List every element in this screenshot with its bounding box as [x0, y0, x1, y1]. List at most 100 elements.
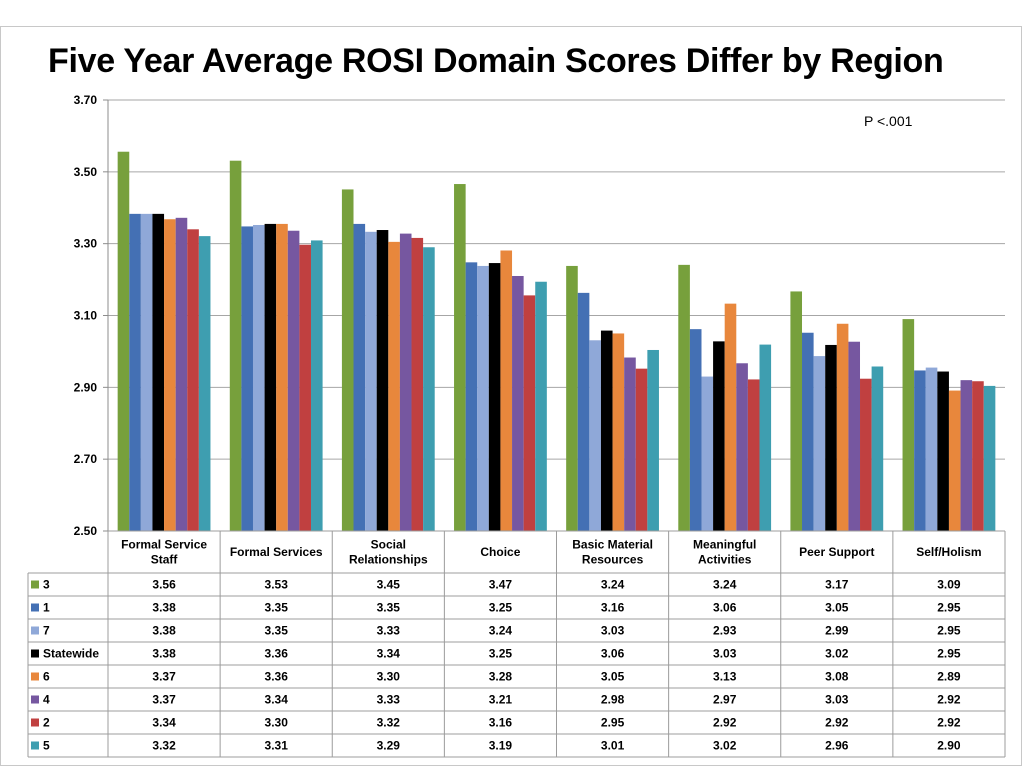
legend-key	[31, 695, 39, 704]
table-cell: 3.16	[601, 601, 625, 615]
series-name: 2	[43, 716, 50, 730]
bar	[689, 329, 702, 531]
bar	[152, 213, 165, 532]
table-cell: 3.24	[489, 624, 513, 638]
table-cell: 2.95	[937, 647, 961, 661]
category-label: Formal Services	[230, 545, 323, 559]
y-axis: 2.50 2.70 2.90 3.10 3.30 3.50 3.70	[74, 93, 109, 538]
bar	[187, 229, 199, 532]
bar	[264, 223, 277, 531]
table-cell: 3.08	[825, 670, 849, 684]
legend-key	[31, 603, 39, 612]
bar	[454, 184, 466, 532]
bars	[117, 151, 996, 532]
category-label: Staff	[151, 553, 179, 567]
bar	[713, 341, 725, 531]
table-cell: 3.37	[152, 670, 176, 684]
bar	[175, 217, 188, 531]
bar	[759, 344, 772, 531]
bar	[566, 265, 578, 531]
table-cell: 2.92	[937, 716, 961, 730]
table-cell: 3.03	[713, 647, 737, 661]
table-cell: 3.34	[377, 647, 401, 661]
bar	[140, 213, 153, 532]
category-label: Self/Holism	[916, 545, 981, 559]
table-cell: 3.25	[489, 601, 513, 615]
bar	[353, 223, 366, 531]
category-label: Choice	[480, 545, 520, 559]
table-cell: 3.24	[713, 578, 737, 592]
bar	[376, 230, 389, 531]
bar	[535, 281, 547, 531]
table-cell: 3.30	[265, 716, 289, 730]
category-label: Resources	[582, 553, 644, 567]
bar	[477, 265, 489, 531]
table-cell: 3.35	[377, 601, 401, 615]
table-cell: 2.90	[937, 739, 961, 753]
slide-frame	[0, 26, 1022, 766]
bar	[399, 233, 412, 532]
category-label: Basic Material	[572, 538, 653, 552]
bar	[411, 237, 424, 532]
bar	[423, 247, 435, 531]
bar	[299, 244, 311, 532]
y-tick-label: 3.10	[74, 309, 98, 323]
table-cell: 3.38	[152, 647, 176, 661]
legend-key	[31, 626, 39, 635]
table-cell: 2.92	[937, 693, 961, 707]
table-cell: 3.32	[377, 716, 401, 730]
y-tick-label: 2.70	[74, 452, 98, 466]
table-cell: 2.97	[713, 693, 737, 707]
table-cell: 2.96	[825, 739, 849, 753]
table-cell: 3.33	[377, 693, 401, 707]
y-tick-label: 3.70	[74, 93, 98, 107]
bar	[589, 340, 601, 531]
bar	[647, 349, 659, 531]
legend-key	[31, 580, 39, 589]
table-cell: 3.17	[825, 578, 849, 592]
table-cell: 3.24	[601, 578, 625, 592]
y-tick-label: 2.50	[74, 524, 98, 538]
table-cell: 3.36	[265, 647, 289, 661]
p-value-annotation: P <.001	[864, 113, 913, 129]
y-tick-label: 3.30	[74, 237, 98, 251]
bar	[600, 330, 613, 531]
bar	[860, 378, 872, 531]
bar	[836, 323, 849, 531]
series-name: 7	[43, 624, 50, 638]
table-cell: 3.06	[713, 601, 737, 615]
table-cell: 3.16	[489, 716, 513, 730]
bar	[624, 357, 636, 531]
series-name: 3	[43, 578, 50, 592]
table-cell: 3.47	[489, 578, 513, 592]
bar	[612, 333, 625, 531]
bar	[701, 376, 714, 531]
bar	[902, 319, 915, 531]
table-cell: 3.19	[489, 739, 513, 753]
bar	[577, 292, 590, 531]
bar	[164, 219, 176, 532]
chart-title: Five Year Average ROSI Domain Scores Dif…	[48, 42, 944, 80]
bar	[871, 366, 884, 531]
bar	[500, 250, 513, 532]
bar	[802, 332, 814, 531]
series-name: 6	[43, 670, 50, 684]
category-label: Activities	[698, 553, 752, 567]
bar	[252, 224, 265, 532]
bar	[813, 356, 826, 531]
series-name: 4	[43, 693, 50, 707]
table-cell: 3.36	[265, 670, 289, 684]
bar	[117, 151, 130, 531]
legend-key	[31, 672, 39, 681]
table-cell: 3.33	[377, 624, 401, 638]
table-cell: 3.35	[265, 601, 289, 615]
bar	[129, 213, 141, 532]
bar	[937, 371, 949, 531]
bar	[790, 291, 803, 531]
table-cell: 3.37	[152, 693, 176, 707]
y-tick-label: 2.90	[74, 380, 98, 394]
table-cell: 3.13	[713, 670, 737, 684]
table-cell: 2.95	[601, 716, 625, 730]
bar	[724, 303, 737, 531]
